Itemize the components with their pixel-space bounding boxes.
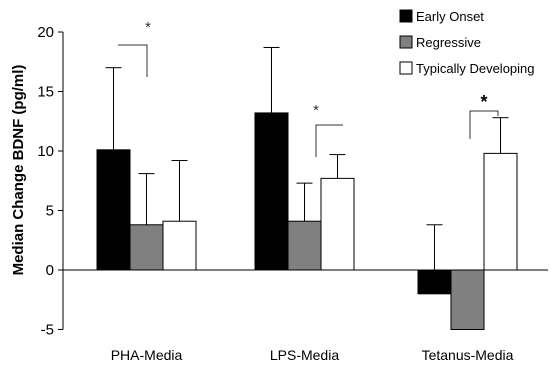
bar-typically-developing-tetanus-media [483,152,518,271]
x-axis-categories: PHA-Media LPS-Media Tetanus-Media [111,347,514,363]
bar-early-onset-pha-media [96,149,131,271]
bar-regressive-pha-media [129,224,164,271]
significance-star: * [313,102,319,119]
bar-typically-developing-lps-media [320,177,355,271]
legend-label-early-onset: Early Onset [416,9,484,24]
legend-label-typically-developing: Typically Developing [416,61,535,76]
significance-star: * [145,19,151,36]
y-axis-label: Median Change BDNF (pg/ml) [10,65,27,276]
bar-regressive-tetanus-media [450,269,485,330]
x-category-label: PHA-Media [111,347,183,363]
bars [96,112,518,330]
y-tick-label: 15 [37,84,54,101]
bar-regressive-lps-media [287,220,322,271]
legend-label-regressive: Regressive [416,35,481,50]
significance-bracket [118,44,148,77]
error-bars [105,46,509,294]
y-tick-label: 10 [37,143,54,160]
y-tick-label: 5 [46,203,54,220]
bar-early-onset-lps-media [254,112,289,271]
y-tick-label: 0 [46,262,54,279]
significance-star: * [480,92,487,112]
bar-typically-developing-pha-media [162,220,197,271]
x-category-label: LPS-Media [270,347,339,363]
legend-swatch-early-onset [399,9,413,23]
legend-swatch-regressive [399,35,413,49]
significance-bracket [469,110,499,139]
legend: Early Onset Regressive Typically Developin… [399,9,535,76]
y-tick-label: 20 [37,24,54,41]
x-category-label: Tetanus-Media [422,347,514,363]
significance-bracket [315,124,343,157]
significance-brackets: * * * [118,19,499,157]
legend-swatch-typically-developing [399,61,413,75]
y-tick-label: -5 [41,322,54,339]
